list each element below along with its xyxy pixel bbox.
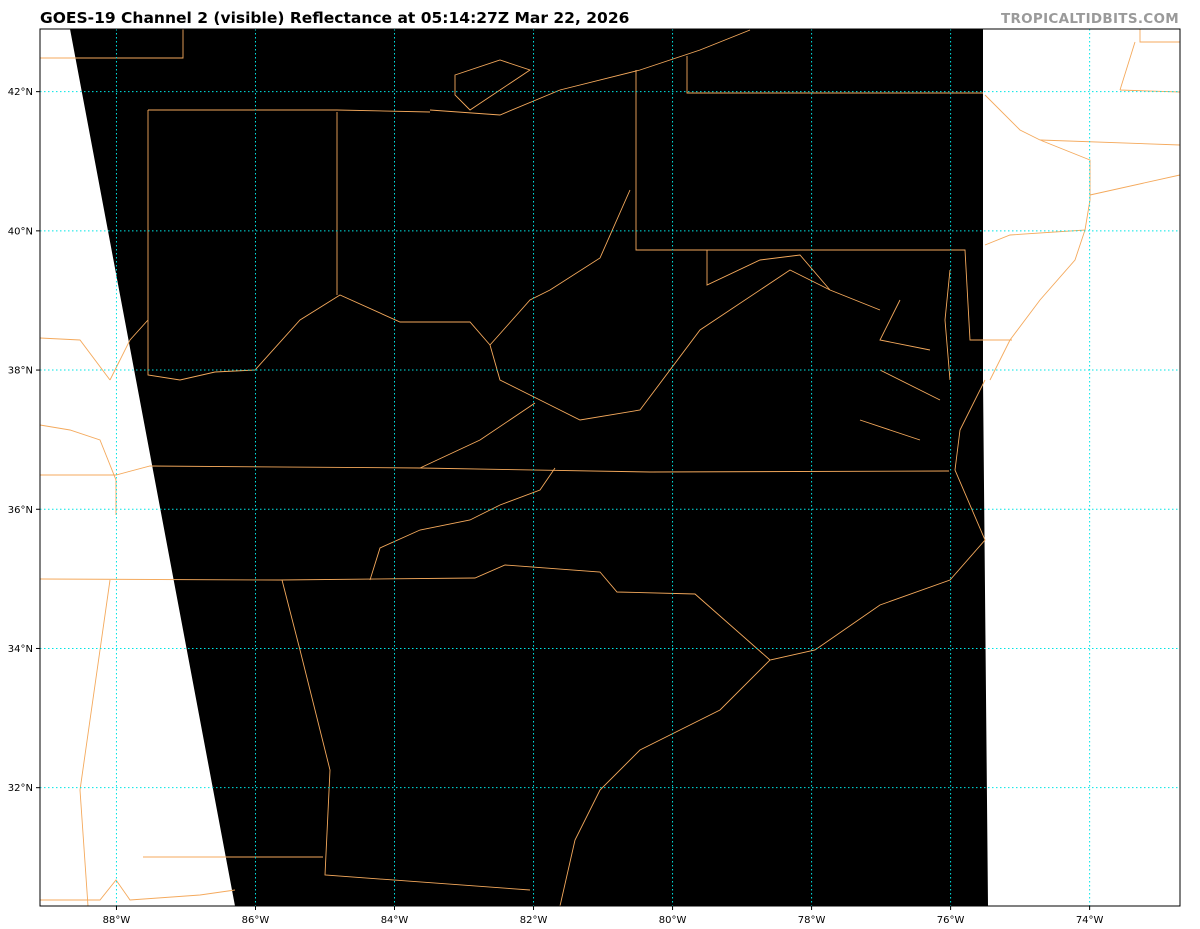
lat-tick-label: 40°N <box>8 226 33 237</box>
lat-tick-label: 34°N <box>8 644 33 655</box>
lon-tick-label: 86°W <box>242 915 270 926</box>
lat-tick-label: 32°N <box>8 783 33 794</box>
lon-tick-label: 78°W <box>798 915 826 926</box>
lon-tick-label: 74°W <box>1076 915 1104 926</box>
site-credit: TROPICALTIDBITS.COM <box>1000 11 1179 27</box>
lon-tick-label: 80°W <box>659 915 687 926</box>
imagery-swath <box>70 29 988 906</box>
political-borders <box>40 29 1180 906</box>
lon-tick-label: 88°W <box>103 915 131 926</box>
map-frame <box>39 28 1181 907</box>
lat-tick-label: 42°N <box>8 87 33 98</box>
lon-tick-label: 84°W <box>381 915 409 926</box>
lat-tick-label: 36°N <box>8 505 33 516</box>
axis-ticks: 88°W 86°W 84°W 82°W 80°W 78°W 76°W 74°W 42°N 40°N… <box>8 87 1104 926</box>
map-title: GOES-19 Channel 2 (visible) Reflectance … <box>40 9 630 27</box>
lon-tick-label: 82°W <box>520 915 548 926</box>
lon-tick-label: 76°W <box>937 915 965 926</box>
lat-tick-label: 38°N <box>8 366 33 377</box>
